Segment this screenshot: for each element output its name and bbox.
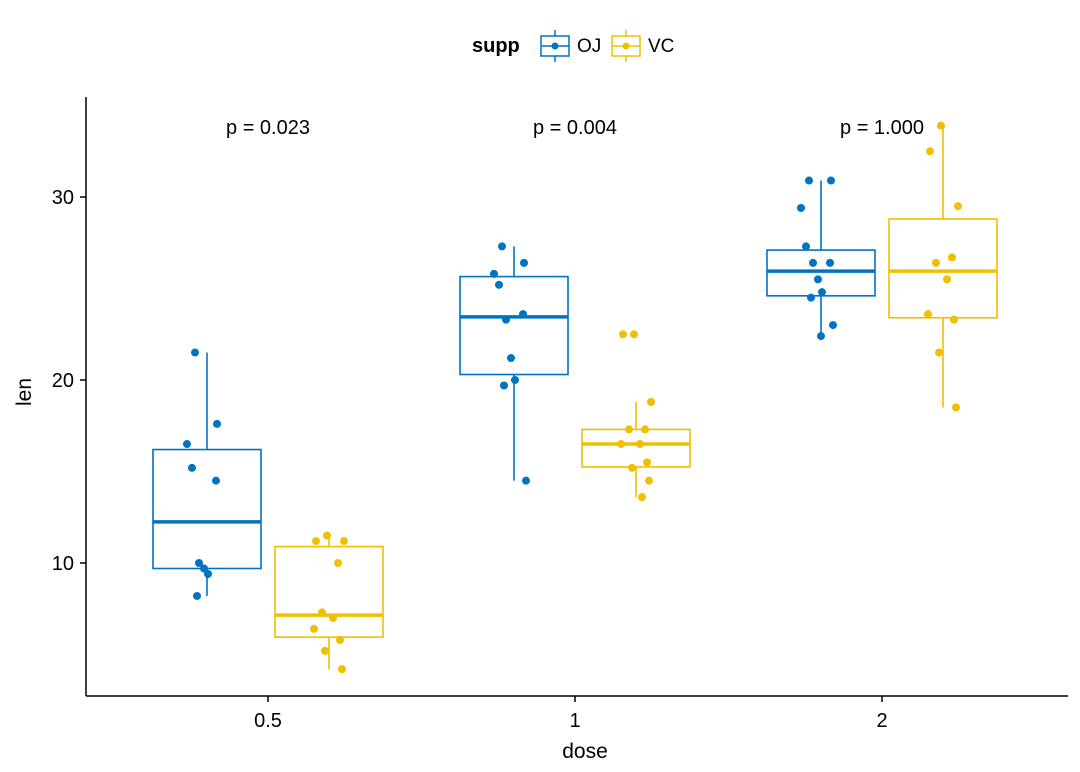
data-point-oj: [193, 591, 201, 600]
data-point-vc: [935, 348, 943, 357]
data-point-oj: [490, 269, 498, 278]
y-tick-label: 30: [52, 187, 74, 209]
data-point-oj: [204, 569, 212, 578]
data-point-oj: [498, 242, 506, 251]
data-point-vc: [312, 537, 320, 546]
data-point-oj: [807, 293, 815, 302]
data-point-oj: [829, 321, 837, 330]
data-point-oj: [212, 476, 220, 485]
p-value-label: p = 0.004: [533, 117, 617, 139]
legend-label-vc: VC: [648, 36, 674, 57]
data-point-vc: [638, 493, 646, 502]
data-point-oj: [805, 176, 813, 185]
box-oj: [766, 249, 876, 297]
data-point-oj: [818, 288, 826, 297]
legend-title: supp: [472, 35, 520, 57]
data-point-vc: [334, 559, 342, 567]
box-vc: [274, 545, 384, 638]
data-point-oj: [827, 176, 835, 185]
data-point-vc: [950, 315, 958, 324]
data-point-vc: [924, 310, 932, 319]
p-value-label: p = 1.000: [840, 117, 924, 139]
data-point-oj: [191, 348, 199, 357]
data-point-oj: [797, 203, 805, 212]
y-axis-title: len: [13, 378, 36, 406]
p-value-labels: p = 0.023 p = 0.004 p = 1.000: [226, 117, 924, 139]
data-point-vc: [625, 425, 633, 434]
legend-key-oj: [540, 30, 570, 62]
data-point-vc: [926, 147, 934, 156]
plot-area: [152, 121, 998, 674]
data-point-vc: [643, 458, 651, 467]
box-vc: [888, 218, 998, 319]
data-point-oj: [213, 419, 221, 428]
y-axis-ticks: 10 20 30: [52, 187, 86, 575]
y-tick-label: 20: [52, 370, 74, 392]
data-point-oj: [188, 463, 196, 472]
legend-key-vc: [611, 30, 641, 62]
data-point-oj: [802, 242, 810, 251]
data-point-vc: [645, 476, 653, 485]
data-point-vc: [954, 202, 962, 211]
data-point-vc: [310, 624, 318, 633]
data-point-oj: [502, 315, 510, 324]
data-point-vc: [952, 403, 960, 412]
legend: supp OJ VC: [472, 30, 674, 62]
box-oj: [152, 448, 262, 570]
data-point-oj: [183, 440, 191, 449]
data-point-oj: [809, 258, 817, 267]
data-point-vc: [937, 121, 945, 130]
data-point-oj: [519, 310, 527, 319]
data-point-vc: [323, 531, 331, 540]
data-point-oj: [200, 564, 208, 573]
data-point-vc: [630, 330, 638, 339]
data-point-oj: [814, 275, 822, 284]
box-vc: [581, 428, 691, 468]
data-point-vc: [329, 613, 337, 622]
data-point-vc: [943, 275, 951, 284]
data-point-oj: [195, 559, 203, 567]
data-point-vc: [948, 253, 956, 262]
data-point-vc: [641, 425, 649, 434]
y-tick-label: 10: [52, 553, 74, 575]
data-point-oj: [495, 280, 503, 289]
data-point-oj: [817, 332, 825, 341]
data-point-oj: [511, 376, 519, 384]
data-point-oj: [507, 354, 515, 363]
data-point-oj: [520, 258, 528, 267]
data-point-oj: [522, 476, 530, 485]
data-point-vc: [628, 463, 636, 472]
data-point-vc: [619, 330, 627, 339]
data-point-vc: [340, 537, 348, 546]
x-tick-label: 1: [569, 710, 580, 732]
data-point-vc: [636, 440, 644, 449]
data-point-oj: [826, 258, 834, 267]
data-point-vc: [647, 397, 655, 406]
x-tick-label: 0.5: [254, 710, 282, 732]
legend-label-oj: OJ: [577, 36, 601, 57]
data-point-oj: [500, 381, 508, 390]
x-axis-ticks: 0.5 1 2: [254, 696, 888, 732]
data-point-vc: [617, 440, 625, 449]
data-point-vc: [318, 608, 326, 617]
x-tick-label: 2: [876, 710, 887, 732]
data-point-vc: [932, 258, 940, 267]
x-axis-title: dose: [562, 740, 608, 763]
p-value-label: p = 0.023: [226, 117, 310, 139]
data-point-vc: [338, 665, 346, 674]
data-point-vc: [336, 635, 344, 644]
data-point-vc: [321, 646, 329, 655]
